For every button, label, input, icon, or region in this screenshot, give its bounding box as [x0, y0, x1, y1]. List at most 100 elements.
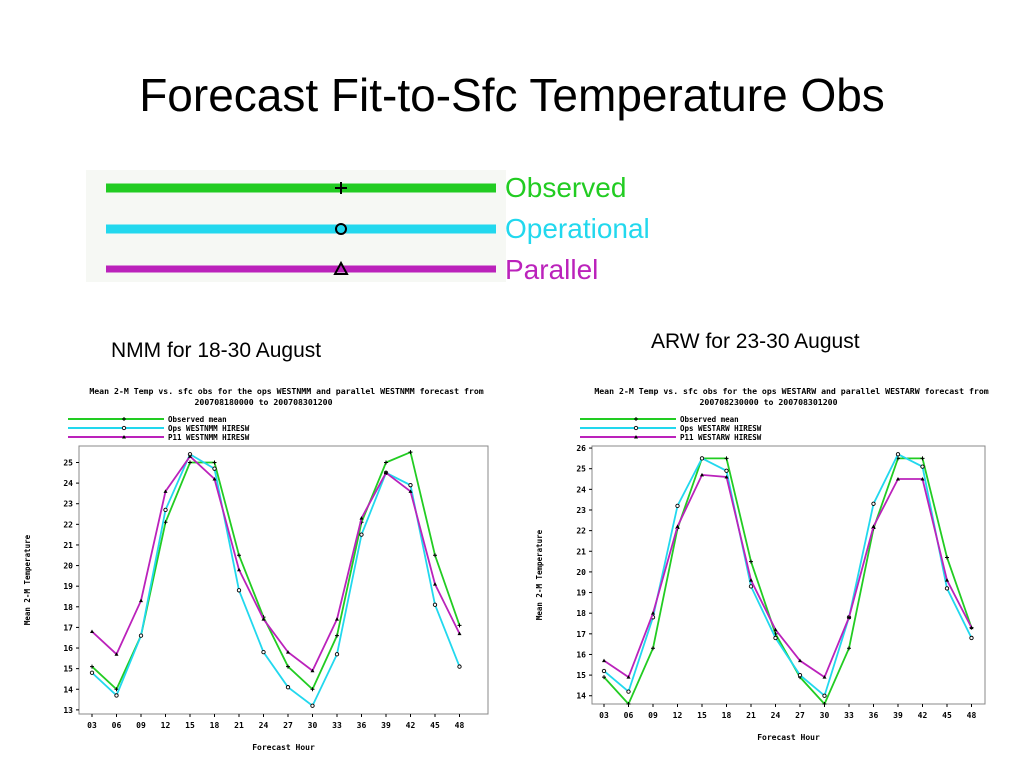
x-tick-label: 24: [259, 721, 269, 730]
data-point: [724, 468, 729, 473]
arw-temperature-chart: Mean 2-M Temp vs. sfc obs for the ops WE…: [535, 386, 989, 742]
legend-marker: [634, 417, 638, 421]
legend-label-operational: Operational: [505, 213, 650, 244]
data-point: [384, 460, 388, 465]
x-tick-label: 27: [795, 711, 805, 720]
data-point: [749, 578, 753, 582]
x-tick-label: 30: [308, 721, 318, 730]
data-point: [334, 652, 340, 657]
plot-frame: [78, 445, 489, 715]
legend-entry: Ops WESTNMM HIRESW: [168, 424, 250, 433]
x-tick-label: 33: [332, 721, 342, 730]
data-point: [896, 477, 900, 481]
data-point: [602, 675, 606, 680]
y-tick-label: 25: [63, 458, 73, 467]
y-tick-label: 13: [63, 706, 73, 715]
x-tick-label: 27: [283, 721, 293, 730]
data-point: [457, 631, 462, 636]
data-point: [969, 635, 974, 641]
y-tick-label: 17: [63, 623, 73, 632]
legend-entry: Observed mean: [168, 415, 227, 424]
legend-swatch-panel: [86, 170, 506, 282]
data-point: [359, 532, 364, 537]
data-point: [432, 602, 438, 607]
legend-label-observed: Observed: [505, 172, 627, 203]
x-tick-label: 45: [430, 721, 440, 730]
data-point: [114, 652, 119, 656]
data-point: [310, 687, 315, 692]
data-point: [285, 685, 291, 690]
data-point: [699, 456, 705, 461]
x-tick-label: 42: [918, 711, 928, 720]
legend-entry: Observed mean: [680, 415, 739, 424]
legend-marker: [633, 425, 639, 431]
x-tick-label: 48: [967, 711, 977, 720]
x-tick-label: 36: [869, 711, 879, 720]
left-chart-caption: NMM for 18-30 August: [111, 339, 322, 362]
data-point: [847, 646, 851, 651]
data-point: [626, 689, 631, 694]
data-point: [261, 617, 266, 621]
x-tick-label: 03: [599, 711, 609, 720]
data-point: [651, 646, 655, 651]
data-point: [626, 702, 631, 706]
x-tick-label: 21: [234, 721, 244, 730]
data-point: [602, 658, 606, 663]
data-point: [261, 650, 266, 655]
legend-marker: [634, 435, 638, 439]
data-point: [724, 474, 729, 479]
data-point: [163, 489, 168, 493]
y-tick-label: 16: [63, 644, 73, 653]
x-tick-label: 06: [624, 711, 634, 720]
data-point: [822, 702, 827, 706]
y-tick-label: 17: [576, 630, 586, 639]
x-tick-label: 39: [381, 721, 391, 730]
y-tick-label: 15: [576, 671, 586, 680]
data-point: [724, 456, 729, 461]
series-line: [91, 452, 461, 708]
data-point: [773, 627, 778, 632]
circle-icon: [335, 223, 347, 235]
slide-title: Forecast Fit-to-Sfc Temperature Obs: [139, 69, 885, 121]
series-line: [91, 450, 461, 691]
y-tick-label: 19: [576, 589, 586, 598]
plot-frame: [591, 445, 986, 705]
data-point: [920, 456, 925, 461]
y-tick-label: 16: [576, 650, 586, 659]
data-point: [797, 672, 803, 678]
y-axis-label: Mean 2-M Temperature: [535, 529, 544, 620]
y-tick-label: 14: [63, 685, 73, 694]
data-point: [945, 555, 949, 560]
y-tick-label: 18: [63, 603, 73, 612]
data-point: [188, 454, 192, 458]
series-line: [603, 457, 973, 706]
data-point: [945, 578, 949, 582]
data-point: [749, 559, 753, 564]
data-point: [237, 567, 241, 572]
data-point: [310, 668, 315, 673]
nmm-temperature-chart: Mean 2-M Temp vs. sfc obs for the ops WE…: [23, 386, 489, 752]
legend-entry: Ops WESTARW HIRESW: [680, 424, 762, 433]
y-tick-label: 19: [63, 582, 73, 591]
data-point: [188, 460, 192, 465]
y-tick-label: 18: [576, 609, 586, 618]
data-point: [359, 516, 364, 520]
data-point: [920, 477, 925, 481]
data-point: [89, 670, 95, 675]
data-point: [822, 693, 827, 698]
y-tick-label: 24: [576, 485, 586, 494]
data-point: [969, 625, 974, 630]
y-axis-label: Mean 2-M Temperature: [23, 534, 32, 625]
data-point: [944, 586, 950, 591]
data-point: [237, 553, 241, 558]
data-point: [212, 466, 217, 471]
data-point: [286, 664, 290, 669]
plus-icon: [335, 182, 347, 194]
data-point: [408, 489, 413, 493]
data-point: [895, 452, 901, 457]
x-tick-label: 45: [942, 711, 952, 720]
x-tick-label: 09: [136, 721, 146, 730]
x-tick-label: 15: [185, 721, 195, 730]
x-tick-label: 48: [455, 721, 465, 730]
x-tick-label: 03: [87, 721, 97, 730]
